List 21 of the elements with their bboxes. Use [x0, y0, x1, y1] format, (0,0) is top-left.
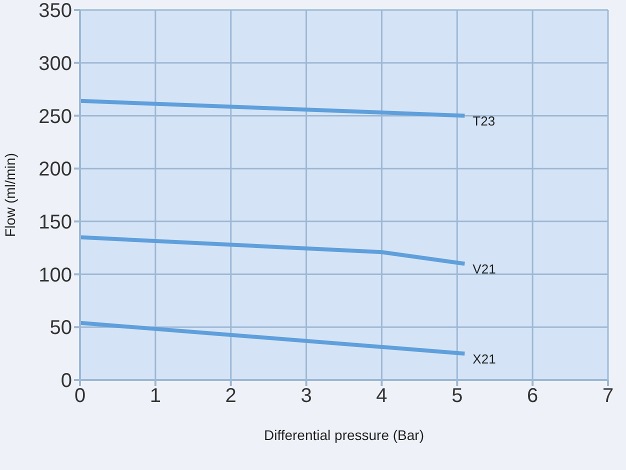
- x-tick-label: 5: [452, 385, 463, 408]
- x-tick-label: 4: [376, 385, 388, 408]
- series-label: V21: [472, 262, 496, 277]
- y-tick-label: 50: [50, 317, 72, 340]
- y-tick-label: 350: [38, 0, 72, 22]
- x-tick-label: 7: [602, 385, 614, 408]
- x-tick-label: 1: [150, 385, 161, 408]
- y-axis-title: Flow (ml/min): [2, 153, 18, 237]
- x-tick-label: 2: [225, 385, 236, 408]
- x-tick-label: 6: [527, 385, 538, 408]
- y-tick-label: 300: [38, 52, 72, 75]
- series-label: X21: [472, 352, 496, 367]
- y-tick-label: 0: [60, 370, 72, 392]
- x-axis-title: Differential pressure (Bar): [264, 427, 424, 443]
- x-tick-label: 0: [74, 385, 86, 408]
- x-tick-label: 3: [300, 385, 312, 408]
- y-tick-label: 100: [38, 264, 72, 286]
- y-tick-label: 200: [38, 158, 72, 181]
- y-tick-label: 150: [38, 212, 72, 234]
- series-label: T23: [472, 114, 496, 129]
- y-tick-label: 250: [38, 106, 72, 128]
